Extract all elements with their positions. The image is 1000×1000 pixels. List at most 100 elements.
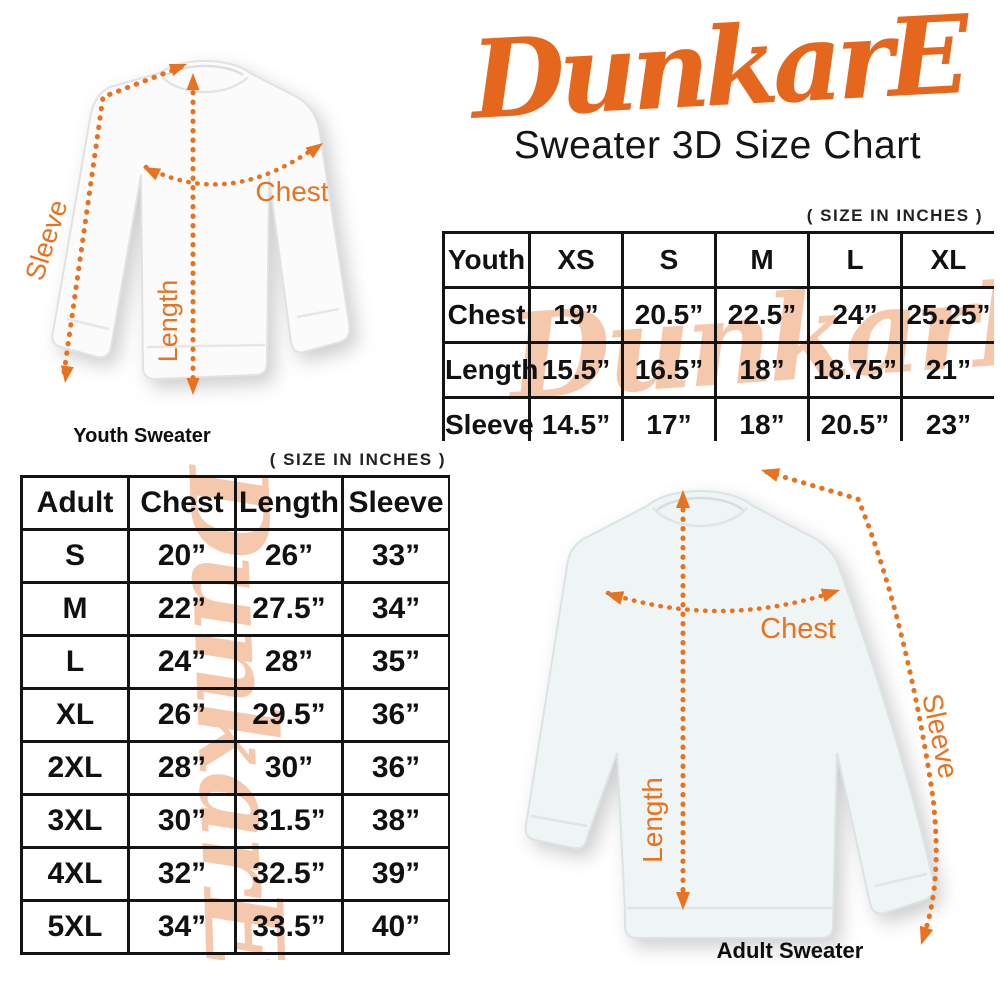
adult-header-cell: Sleeve xyxy=(341,475,450,531)
adult-cell: 28” xyxy=(234,634,344,690)
adult-cell: 32” xyxy=(127,846,237,902)
adult-cell: 26” xyxy=(127,687,237,743)
brand-logo: DunkarE xyxy=(468,0,967,144)
adult-sweater-caption: Adult Sweater xyxy=(716,938,864,963)
youth-cell: 20.5” xyxy=(621,286,717,344)
adult-row-label: M xyxy=(20,581,130,637)
youth-table-row-length: Length 15.5” 16.5” 18” 18.75” 21” xyxy=(442,341,994,399)
adult-cell: 27.5” xyxy=(234,581,344,637)
youth-cell: 16.5” xyxy=(621,341,717,399)
adult-row-label: XL xyxy=(20,687,130,743)
youth-sweater-caption: Youth Sweater xyxy=(73,425,211,447)
adult-cell: 31.5” xyxy=(234,793,344,849)
youth-header-cell: Youth xyxy=(442,231,531,289)
adult-table-header-row: Adult Chest Length Sleeve xyxy=(20,475,450,531)
youth-header-cell: XL xyxy=(900,231,994,289)
adult-cell: 34” xyxy=(341,581,450,637)
adult-sleeve-arrowhead-bottom xyxy=(919,925,934,945)
adult-cell: 30” xyxy=(234,740,344,796)
adult-size-table: Adult Chest Length Sleeve S 20” 26” 33” … xyxy=(20,475,450,955)
youth-length-arrowhead-bottom xyxy=(186,378,200,395)
youth-chest-arrowhead-left xyxy=(143,167,162,181)
youth-cell: 18.75” xyxy=(807,341,903,399)
youth-measurement-arrows xyxy=(60,64,323,395)
adult-length-arrowhead-bottom xyxy=(676,892,690,910)
adult-table-row: 4XL 32” 32.5” 39” xyxy=(20,846,450,902)
adult-cell: 33.5” xyxy=(234,899,344,955)
adult-length-arrowhead-top xyxy=(676,490,690,508)
youth-header-cell: S xyxy=(621,231,717,289)
youth-cell: 18” xyxy=(714,341,810,399)
adult-chest-label: Chest xyxy=(760,613,836,645)
youth-chest-arrow-line xyxy=(143,141,323,187)
youth-row-label: Length xyxy=(442,341,538,399)
size-units-note-adult: ( SIZE IN INCHES ) xyxy=(269,450,446,469)
youth-cell: 17” xyxy=(621,396,717,441)
youth-table-area: DunkarE Youth XS S M L XL Chest 19” 20.5… xyxy=(442,231,994,441)
youth-sleeve-arrowhead-bottom xyxy=(60,365,74,383)
adult-cell: 26” xyxy=(234,528,344,584)
adult-row-label: 3XL xyxy=(20,793,130,849)
youth-table-row-chest: Chest 19” 20.5” 22.5” 24” 25.25” xyxy=(442,286,994,344)
adult-header-cell: Adult xyxy=(20,475,130,531)
adult-row-label: 2XL xyxy=(20,740,130,796)
adult-table-area: ( SIZE IN INCHES ) DunkarE Adult Chest L… xyxy=(15,448,450,960)
adult-table-row: S 20” 26” 33” xyxy=(20,528,450,584)
adult-cell: 36” xyxy=(341,740,450,796)
youth-cell: 21” xyxy=(900,341,994,399)
youth-size-table: Youth XS S M L XL Chest 19” 20.5” 22.5” … xyxy=(442,231,994,441)
adult-cell: 24” xyxy=(127,634,237,690)
adult-sleeve-arrow-line xyxy=(764,469,939,941)
page-title: Sweater 3D Size Chart xyxy=(513,124,922,167)
adult-cell: 33” xyxy=(341,528,450,584)
adult-table-row: M 22” 27.5” 34” xyxy=(20,581,450,637)
adult-table-row: 5XL 34” 33.5” 40” xyxy=(20,899,450,955)
youth-cell: 25.25” xyxy=(900,286,994,344)
adult-table-row: 2XL 28” 30” 36” xyxy=(20,740,450,796)
brand-block: DunkarE Sweater 3D Size Chart ( SIZE IN … xyxy=(440,0,995,228)
adult-cell: 40” xyxy=(341,899,450,955)
adult-header-cell: Length xyxy=(234,475,344,531)
youth-header-cell: XS xyxy=(528,231,624,289)
adult-cell: 34” xyxy=(127,899,237,955)
youth-cell: 24” xyxy=(807,286,903,344)
size-units-note-youth: ( SIZE IN INCHES ) xyxy=(806,206,983,225)
youth-cell: 15.5” xyxy=(528,341,624,399)
adult-chest-arrowhead-left xyxy=(605,591,625,605)
youth-length-label: Length xyxy=(153,280,183,363)
adult-sleeve-arrowhead-top xyxy=(761,468,781,482)
youth-sleeve-arrowhead-top xyxy=(168,64,187,77)
youth-sleeve-arrow-line xyxy=(61,64,184,376)
adult-chest-arrow-line xyxy=(605,588,840,614)
adult-length-label: Length xyxy=(637,777,668,863)
adult-sweater-illustration: Length Chest Sleeve xyxy=(524,468,964,945)
adult-row-label: L xyxy=(20,634,130,690)
adult-row-label: S xyxy=(20,528,130,584)
adult-row-label: 5XL xyxy=(20,899,130,955)
adult-cell: 36” xyxy=(341,687,450,743)
adult-cell: 22” xyxy=(127,581,237,637)
adult-cell: 39” xyxy=(341,846,450,902)
adult-header-cell: Chest xyxy=(127,475,237,531)
youth-length-arrowhead-top xyxy=(186,73,200,90)
youth-sweater-diagram: Sleeve Length Chest Youth Sweater xyxy=(5,25,445,460)
youth-cell: 18” xyxy=(714,396,810,441)
adult-row-label: 4XL xyxy=(20,846,130,902)
adult-chest-arrowhead-right xyxy=(820,588,840,602)
adult-cell: 32.5” xyxy=(234,846,344,902)
adult-sweater-diagram: Length Chest Sleeve Adult Sweater xyxy=(465,448,1000,1000)
adult-sweater-shape xyxy=(524,490,935,939)
youth-row-label: Sleeve xyxy=(442,396,534,441)
youth-table-header-row: Youth XS S M L XL xyxy=(442,231,994,289)
youth-cell: 23” xyxy=(900,396,994,441)
adult-cell: 30” xyxy=(127,793,237,849)
adult-cell: 35” xyxy=(341,634,450,690)
youth-chest-label: Chest xyxy=(255,176,328,207)
youth-cell: 14.5” xyxy=(528,396,624,441)
adult-cell: 38” xyxy=(341,793,450,849)
youth-header-cell: M xyxy=(714,231,810,289)
youth-row-label: Chest xyxy=(442,286,531,344)
adult-table-row: 3XL 30” 31.5” 38” xyxy=(20,793,450,849)
youth-sweater-shape xyxy=(51,60,351,381)
youth-table-row-sleeve: Sleeve 14.5” 17” 18” 20.5” 23” xyxy=(442,396,994,441)
